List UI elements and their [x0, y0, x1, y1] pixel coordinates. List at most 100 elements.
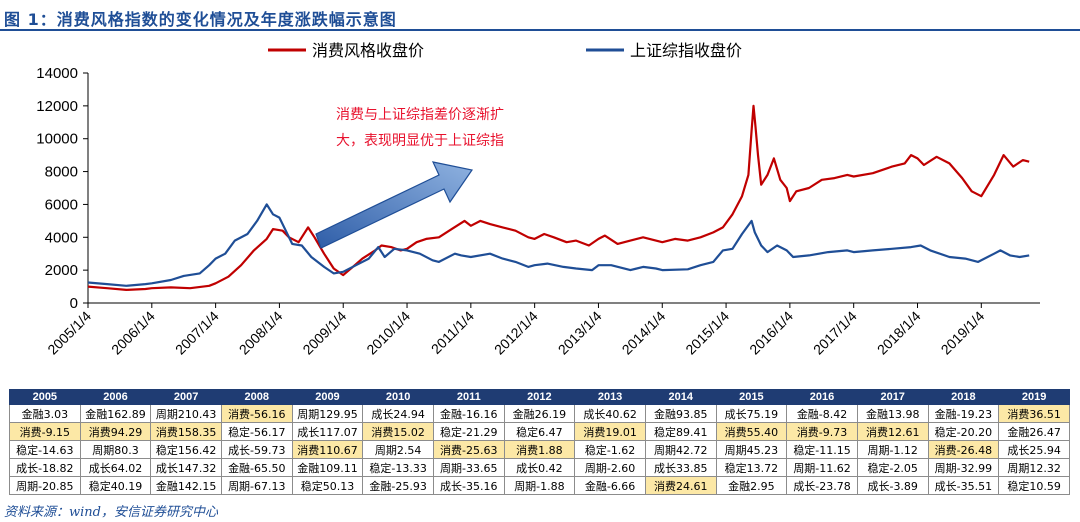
x-tick-label: 2006/1/4	[108, 308, 158, 358]
table-cell: 成长40.62	[574, 404, 646, 423]
table-cell: 成长0.42	[503, 458, 576, 477]
table-cell: 周期-33.65	[432, 458, 505, 477]
table-cell: 稳定10.59	[998, 476, 1070, 495]
table-cell: 金融-16.16	[432, 404, 505, 423]
table-cell: 稳定50.13	[291, 476, 364, 495]
table-cell: 周期-32.99	[927, 458, 1000, 477]
table-cell: 周期12.32	[998, 458, 1070, 477]
table-cell: 稳定-2.05	[856, 458, 929, 477]
table-row: 稳定-14.63 周期80.3 稳定156.42 成长-59.73 消费110.67 周期…	[9, 440, 1070, 459]
annotation-arrow	[315, 161, 474, 249]
table-cell: 周期-67.13	[220, 476, 293, 495]
table-cell: 稳定-1.62	[574, 440, 646, 459]
year-header: 2006	[79, 389, 152, 405]
source-note: 资料来源：wind，安信证券研究中心	[4, 505, 218, 520]
series-line-shanghai	[87, 203, 1030, 287]
chart-legend: 消费风格收盘价 上证综指收盘价	[268, 41, 742, 60]
table-cell: 金融-25.93	[362, 476, 434, 495]
table-cell: 消费1.88	[503, 440, 576, 459]
year-header: 2008	[220, 389, 293, 405]
table-cell: 稳定-11.15	[786, 440, 858, 459]
table-cell: 周期-1.12	[856, 440, 929, 459]
x-tick-label: 2008/1/4	[236, 308, 286, 358]
table-cell: 成长-59.73	[220, 440, 293, 459]
year-header: 2009	[291, 389, 364, 405]
table-cell: 消费-56.16	[220, 404, 293, 423]
line-chart: 消费风格收盘价 上证综指收盘价 0 2000 4000 6000 8000 10000 120…	[36, 41, 1040, 358]
year-header: 2016	[786, 389, 858, 405]
legend-label: 上证综指收盘价	[630, 41, 742, 60]
annual-return-table: 2005 2006 2007 2008 2009 2010 2011 2012 2013 2014…	[9, 389, 1070, 495]
year-header: 2018	[927, 389, 1000, 405]
year-header: 2017	[856, 389, 929, 405]
table-cell: 消费19.01	[574, 422, 646, 441]
series-line-consumer	[87, 104, 1030, 291]
table-cell: 稳定-14.63	[9, 440, 81, 459]
table-cell: 消费-26.48	[927, 440, 1000, 459]
table-row: 周期-20.85 稳定40.19 金融142.15 周期-67.13 稳定50.13 金融…	[9, 476, 1070, 495]
y-tick-label: 2000	[45, 262, 78, 279]
table-cell: 成长-18.82	[9, 458, 81, 477]
table-cell: 稳定6.47	[503, 422, 576, 441]
table-cell: 稳定-56.17	[220, 422, 293, 441]
table-cell: 稳定-20.20	[927, 422, 1000, 441]
table-cell: 成长24.94	[362, 404, 434, 423]
x-tick-label: 2017/1/4	[810, 308, 860, 358]
table-cell: 消费-9.73	[786, 422, 858, 441]
year-header: 2007	[150, 389, 222, 405]
table-cell: 消费-25.63	[432, 440, 505, 459]
table-cell: 成长33.85	[644, 458, 717, 477]
table-cell: 金融13.98	[856, 404, 929, 423]
table-cell: 消费-9.15	[9, 422, 81, 441]
table-cell: 成长-3.89	[856, 476, 929, 495]
table-cell: 金融-65.50	[220, 458, 293, 477]
x-tick-label: 2005/1/4	[44, 308, 94, 358]
table-cell: 消费24.61	[644, 476, 717, 495]
x-tick-label: 2019/1/4	[938, 308, 988, 358]
table-cell: 金融93.85	[644, 404, 717, 423]
y-tick-label: 8000	[45, 164, 78, 181]
table-cell: 成长147.32	[150, 458, 222, 477]
table-row: 成长-18.82 成长64.02 成长147.32 金融-65.50 金融109.11 稳…	[9, 458, 1070, 477]
year-header: 2013	[574, 389, 646, 405]
annotation-line: 大，表现明显优于上证综指	[336, 133, 504, 149]
table-cell: 周期45.23	[715, 440, 788, 459]
table-cell: 稳定-13.33	[362, 458, 434, 477]
table-cell: 金融162.89	[79, 404, 152, 423]
table-cell: 金融109.11	[291, 458, 364, 477]
table-cell: 金融-6.66	[574, 476, 646, 495]
x-tick-label: 2016/1/4	[746, 308, 796, 358]
table-cell: 稳定89.41	[644, 422, 717, 441]
year-header: 2011	[432, 389, 505, 405]
x-tick-label: 2007/1/4	[172, 308, 222, 358]
year-header: 2005	[9, 389, 81, 405]
table-cell: 消费94.29	[79, 422, 152, 441]
table-cell: 成长-35.16	[432, 476, 505, 495]
x-tick-label: 2018/1/4	[874, 308, 924, 358]
x-tick-label: 2009/1/4	[299, 308, 349, 358]
table-cell: 金融3.03	[9, 404, 81, 423]
series-layer	[87, 104, 1030, 291]
table-cell: 稳定13.72	[715, 458, 788, 477]
x-tick-label: 2012/1/4	[491, 308, 541, 358]
table-row: 金融3.03 金融162.89 周期210.43 消费-56.16 周期129.95 成长…	[9, 404, 1070, 423]
table-cell: 消费158.35	[150, 422, 222, 441]
table-cell: 成长-23.78	[786, 476, 858, 495]
table-cell: 金融142.15	[150, 476, 222, 495]
table-cell: 周期2.54	[362, 440, 434, 459]
table-cell: 金融26.19	[503, 404, 576, 423]
table-cell: 周期-11.62	[786, 458, 858, 477]
y-tick-label: 0	[70, 295, 78, 312]
year-header: 2012	[503, 389, 576, 405]
title-rule	[0, 29, 1080, 31]
year-header: 2010	[362, 389, 434, 405]
table-cell: 稳定40.19	[79, 476, 152, 495]
figure-title: 图 1：消费风格指数的变化情况及年度涨跌幅示意图	[4, 10, 397, 29]
table-row: 消费-9.15 消费94.29 消费158.35 稳定-56.17 成长117.07 消费…	[9, 422, 1070, 441]
table-cell: 周期42.72	[644, 440, 717, 459]
table-cell: 消费36.51	[998, 404, 1070, 423]
table-cell: 消费12.61	[856, 422, 929, 441]
x-tick-label: 2011/1/4	[428, 308, 477, 357]
x-tick-label: 2010/1/4	[363, 308, 413, 358]
